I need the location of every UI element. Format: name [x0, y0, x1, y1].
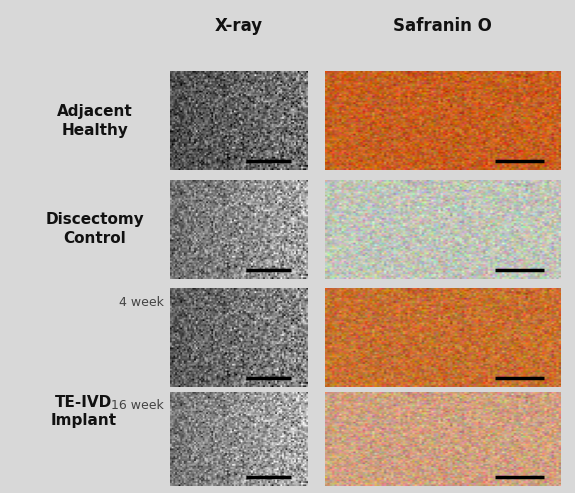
Text: Adjacent
Healthy: Adjacent Healthy	[57, 104, 133, 138]
Text: Discectomy
Control: Discectomy Control	[45, 212, 144, 246]
Text: Safranin O: Safranin O	[393, 17, 492, 35]
Text: 16 week: 16 week	[111, 399, 164, 412]
Text: TE-IVD
Implant: TE-IVD Implant	[51, 395, 117, 428]
Text: X-ray: X-ray	[214, 17, 263, 35]
Text: 4 week: 4 week	[119, 296, 164, 309]
